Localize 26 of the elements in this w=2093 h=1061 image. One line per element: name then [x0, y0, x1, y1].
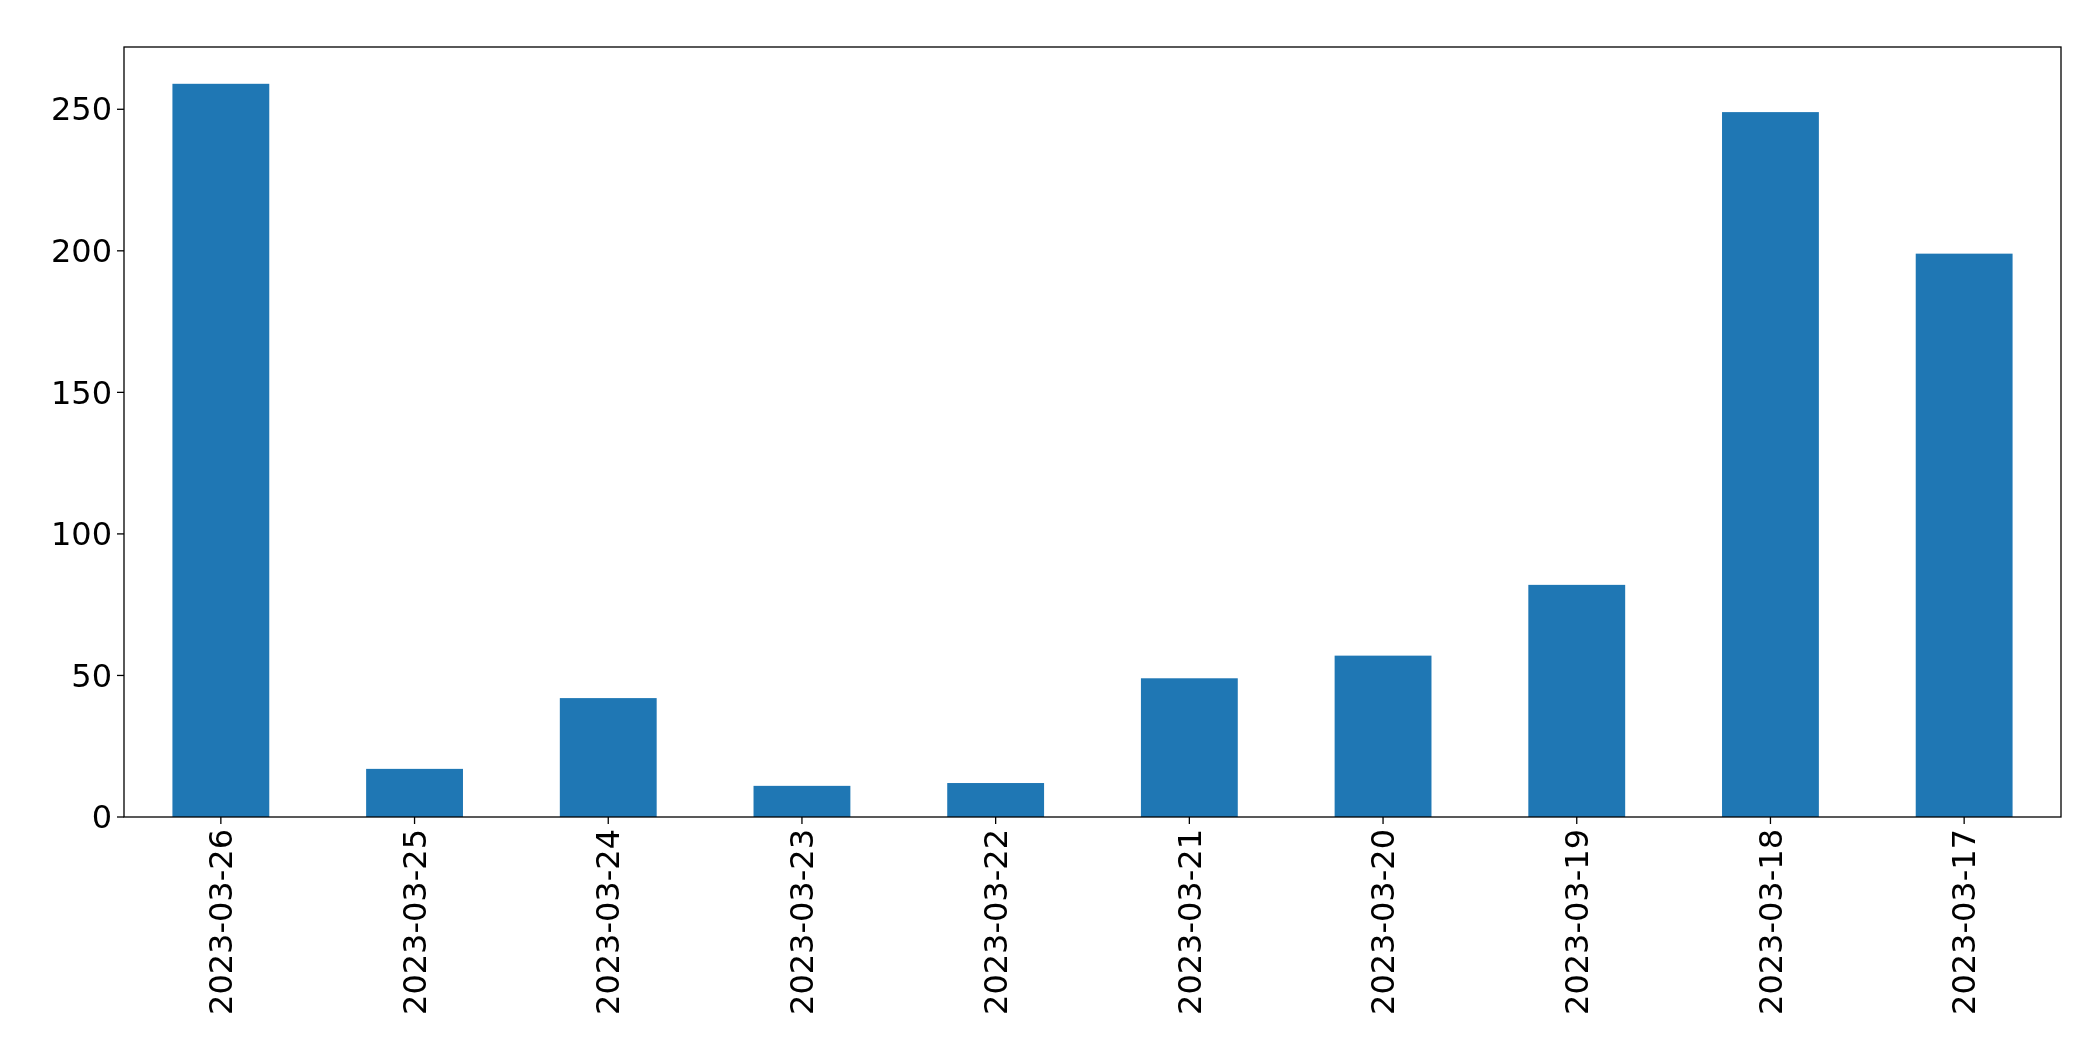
x-tick-label: 2023-03-19 [1557, 829, 1596, 1015]
bar [1528, 584, 1626, 817]
y-tick-label: 150 [50, 373, 112, 412]
y-tick-label: 50 [71, 656, 112, 695]
y-tick-label: 200 [50, 232, 112, 271]
bar [947, 783, 1045, 817]
x-tick-label: 2023-03-21 [1170, 829, 1209, 1015]
x-tick-label: 2023-03-24 [589, 829, 628, 1015]
bar [366, 768, 463, 817]
x-tick-label: 2023-03-26 [202, 829, 241, 1015]
x-tick-label: 2023-03-18 [1751, 829, 1790, 1015]
bar [1915, 253, 2013, 817]
y-tick-label: 0 [91, 798, 112, 837]
y-tick-label: 100 [50, 515, 112, 554]
y-tick-label: 250 [50, 90, 112, 129]
x-tick-label: 2023-03-20 [1364, 829, 1403, 1015]
bar [172, 83, 270, 817]
x-tick-label: 2023-03-22 [976, 829, 1015, 1015]
bar [1334, 655, 1432, 817]
bar [1722, 112, 1819, 817]
x-tick-label: 2023-03-25 [395, 829, 434, 1015]
bar [1140, 678, 1238, 817]
x-tick-label: 2023-03-17 [1945, 829, 1984, 1015]
bar [753, 785, 851, 817]
bar [559, 698, 657, 817]
x-tick-label: 2023-03-23 [783, 829, 822, 1015]
